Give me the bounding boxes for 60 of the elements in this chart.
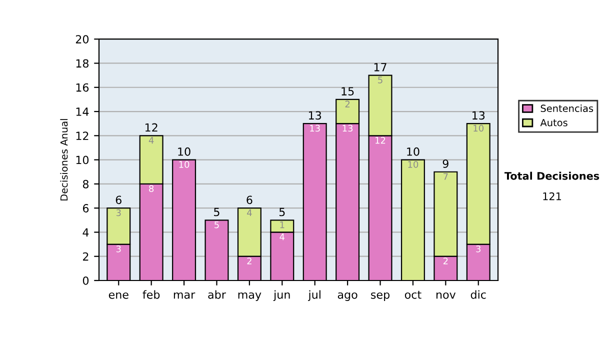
data-label: 8 <box>149 185 154 192</box>
total-label: 15 <box>342 87 354 96</box>
data-label: 2 <box>247 258 252 264</box>
data-label: 5 <box>214 221 219 228</box>
y-tick-label: 14 <box>76 108 89 116</box>
y-tick-label: 0 <box>82 276 89 285</box>
x-tick-label: mar <box>174 292 196 299</box>
data-label: 13 <box>342 124 353 132</box>
data-label: 10 <box>474 124 484 132</box>
legend-label: Autos <box>540 119 568 126</box>
y-tick-label: 4 <box>82 228 89 236</box>
y-tick-label: 6 <box>82 204 89 212</box>
text: Total Decisiones <box>504 172 600 180</box>
legend-label: Sentencias <box>540 104 594 112</box>
x-tick-label: sep <box>371 292 390 301</box>
x-tick-label: jul <box>308 290 320 301</box>
total-label: 5 <box>214 208 220 216</box>
y-tick-label: 20 <box>76 35 89 44</box>
x-tick-label: may <box>238 292 262 301</box>
x-tick-label: feb <box>142 290 160 299</box>
data-label: 10 <box>408 161 418 168</box>
x-tick-label: nov <box>436 292 456 299</box>
data-label: 2 <box>345 100 350 108</box>
total-label: 10 <box>178 147 190 156</box>
y-axis-title: Decisiones Anual <box>60 119 68 200</box>
data-label: 3 <box>116 246 121 252</box>
x-tick-label: oct <box>404 290 422 299</box>
x-tick-label: ene <box>108 292 128 299</box>
total-label: 10 <box>407 147 420 156</box>
data-label: 4 <box>247 209 252 216</box>
y-tick-label: 18 <box>76 59 89 68</box>
y-tick-label: 12 <box>76 132 88 140</box>
data-label: 4 <box>280 234 285 240</box>
total-label: 5 <box>279 208 285 216</box>
total-label: 9 <box>442 160 448 168</box>
total-label: 13 <box>472 111 485 120</box>
data-label: 4 <box>148 137 154 144</box>
data-label: 10 <box>179 161 190 168</box>
data-label: 12 <box>376 136 386 144</box>
data-label: 3 <box>476 246 481 252</box>
total-label: 6 <box>246 196 252 204</box>
data-label: 3 <box>116 209 121 216</box>
y-tick-label: 2 <box>83 252 88 261</box>
data-label: 1 <box>280 221 284 228</box>
text: 121 <box>543 192 561 200</box>
x-tick-label: dic <box>470 290 486 299</box>
total-label: 13 <box>309 111 322 120</box>
y-tick-label: 16 <box>76 83 89 92</box>
total-label: 17 <box>374 63 386 72</box>
y-tick-label: 8 <box>82 180 89 188</box>
data-label: 7 <box>444 173 448 180</box>
x-tick-label: abr <box>208 290 226 299</box>
total-label: 6 <box>116 196 122 204</box>
x-tick-label: jun <box>273 290 290 301</box>
y-tick-label: 10 <box>76 156 89 164</box>
data-label: 5 <box>378 76 382 84</box>
total-label: 12 <box>145 123 158 132</box>
data-label: 2 <box>443 258 448 264</box>
data-label: 13 <box>310 124 320 132</box>
x-tick-label: ago <box>338 292 358 301</box>
